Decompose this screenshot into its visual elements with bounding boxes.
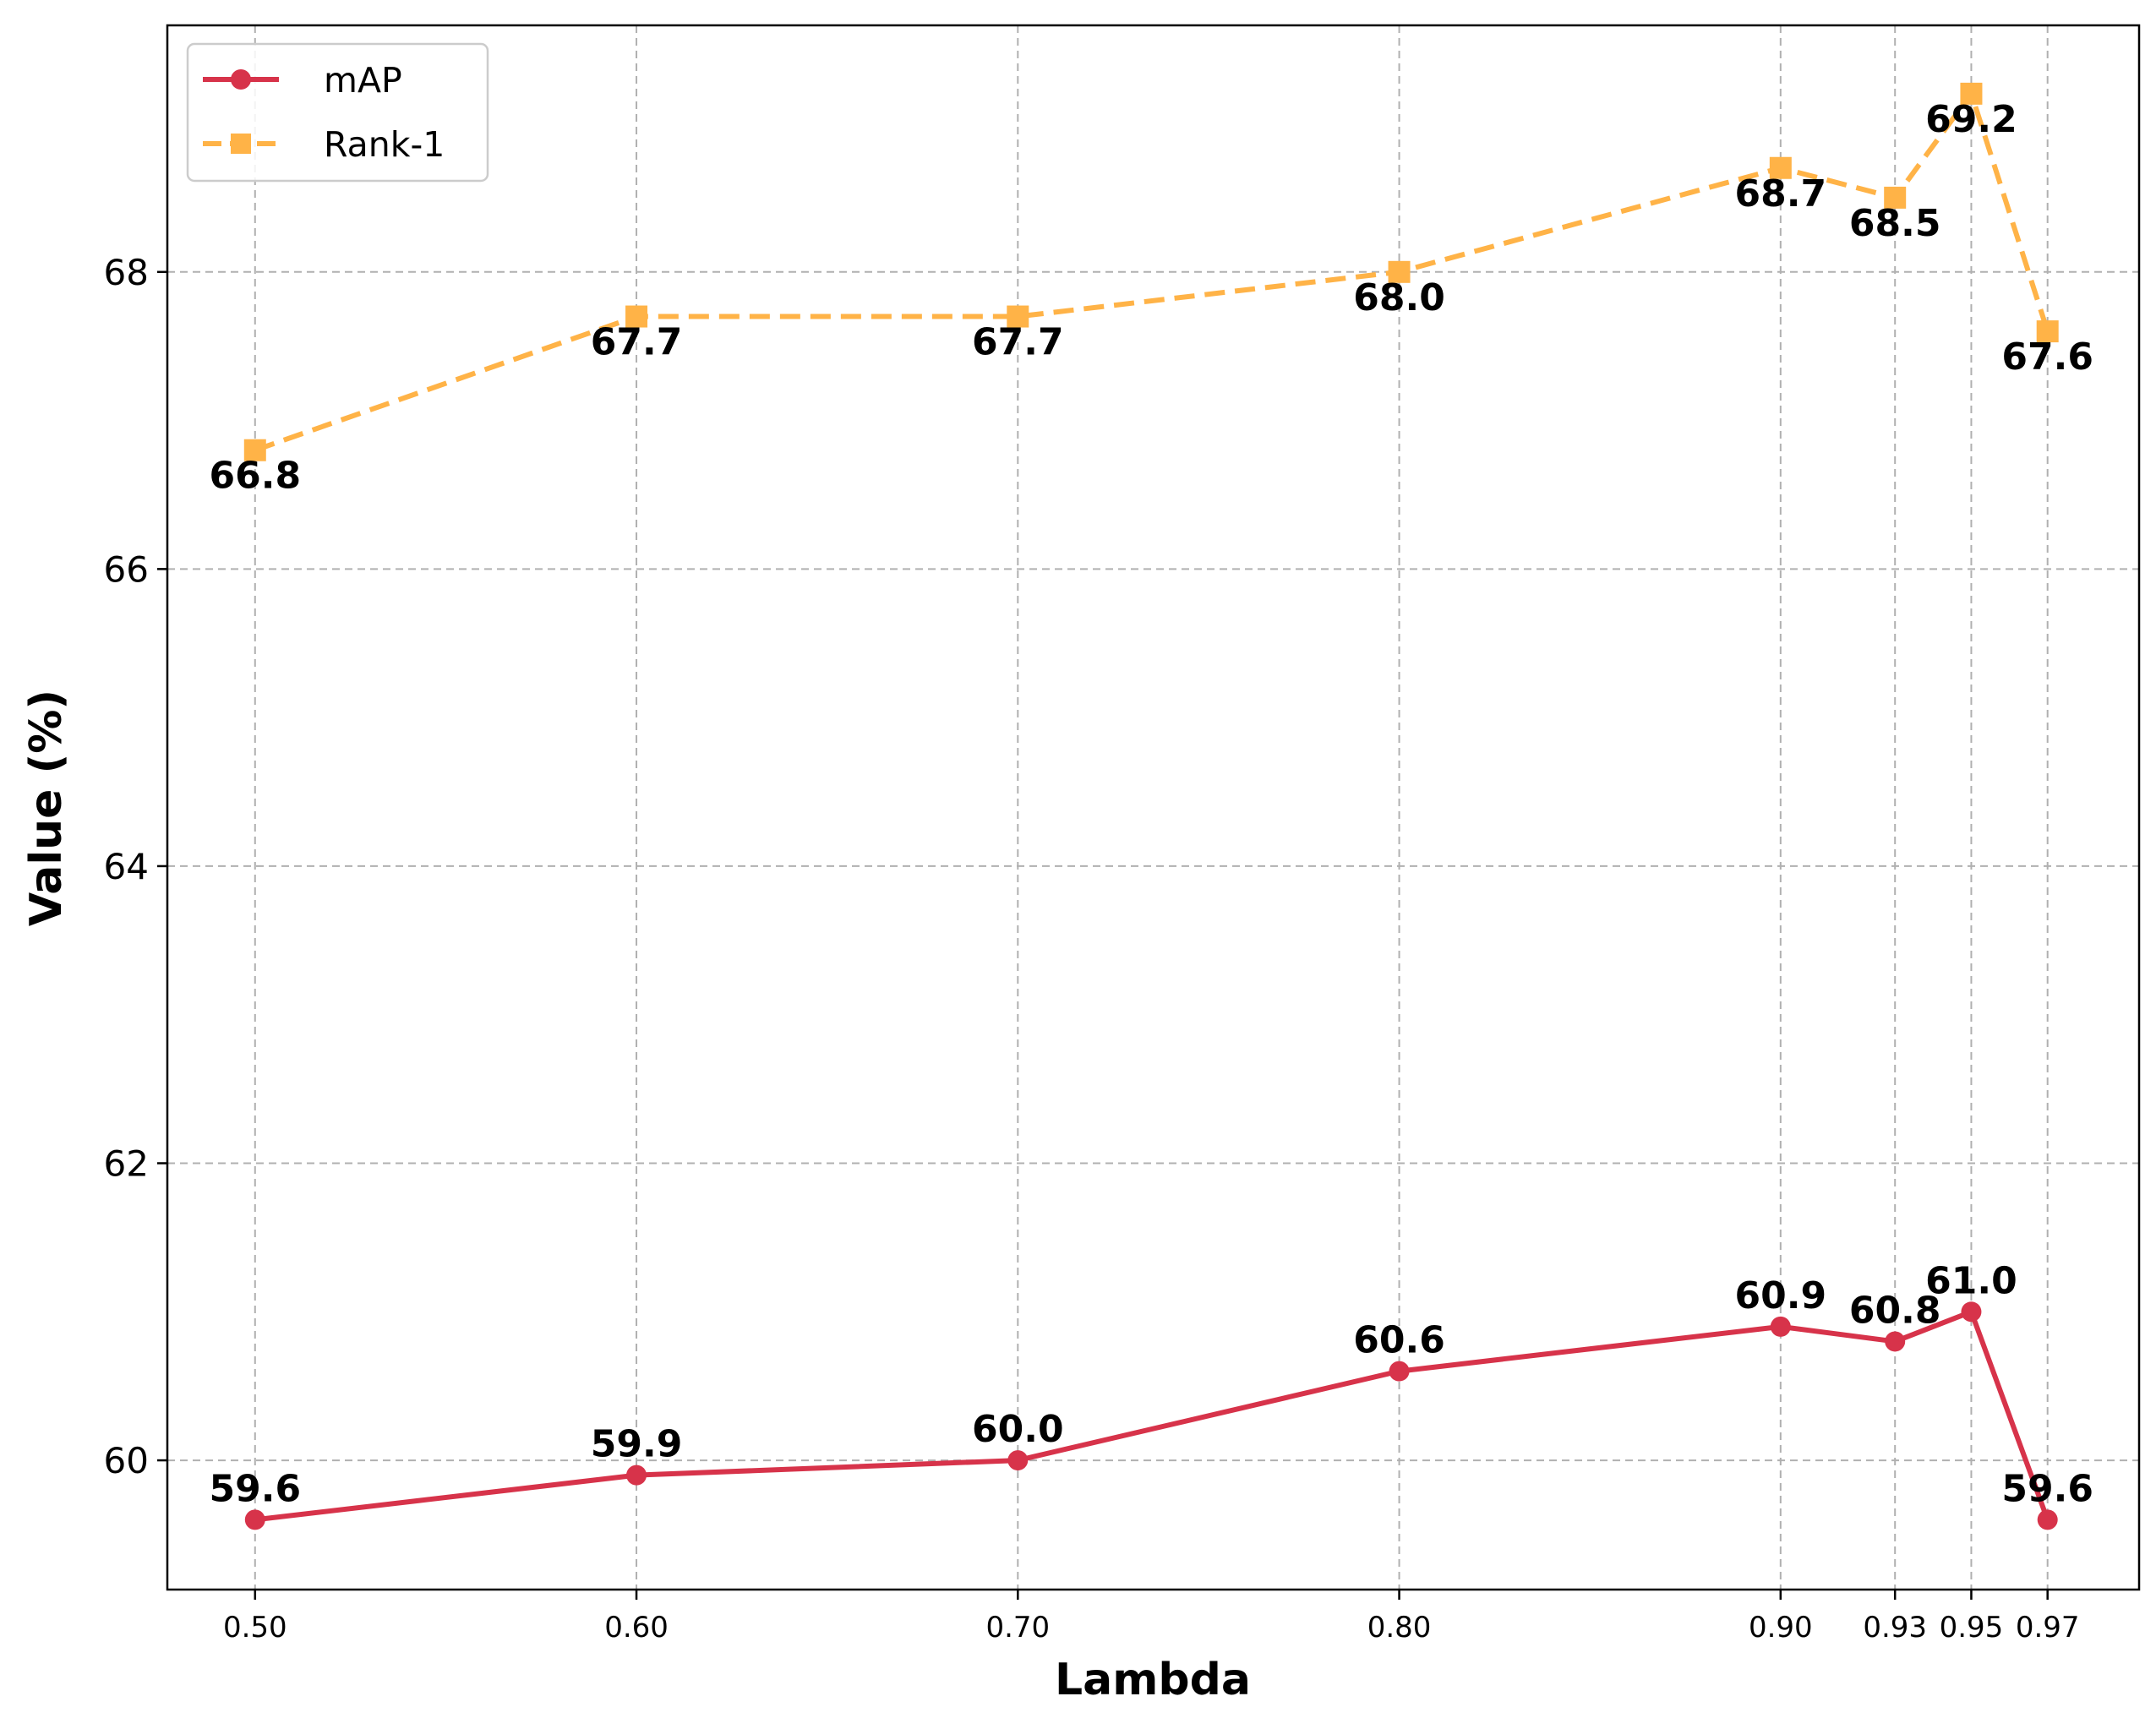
map-point xyxy=(1389,1361,1410,1382)
map-data-label: 60.6 xyxy=(1353,1319,1445,1362)
map-point xyxy=(1007,1450,1029,1471)
map-data-label: 59.6 xyxy=(2001,1467,2093,1510)
rank1-point xyxy=(1960,82,1983,105)
map-data-label: 59.9 xyxy=(591,1423,683,1466)
rank1-data-label: 68.5 xyxy=(1849,202,1941,245)
rank1-point xyxy=(2036,320,2059,343)
rank1-data-label: 67.7 xyxy=(591,321,683,364)
x-tick-label: 0.93 xyxy=(1863,1611,1927,1644)
y-tick-label: 60 xyxy=(104,1440,149,1481)
x-tick-label: 0.95 xyxy=(1940,1611,2004,1644)
legend: mAP Rank-1 xyxy=(186,42,489,183)
plot-frame xyxy=(166,24,2141,1591)
x-tick-label: 0.97 xyxy=(2016,1611,2080,1644)
x-tick-label: 0.80 xyxy=(1367,1611,1432,1644)
rank1-point xyxy=(1388,260,1411,283)
legend-rank1-marker xyxy=(231,134,251,154)
y-tick-label: 68 xyxy=(104,252,149,293)
grid xyxy=(167,25,2139,1590)
x-tick-label: 0.90 xyxy=(1749,1611,1813,1644)
rank1-line xyxy=(254,90,2050,453)
rank1-point xyxy=(243,439,266,461)
legend-rank1-label: Rank-1 xyxy=(324,124,445,165)
axis-ticks: 0.50 0.60 0.70 0.80 0.90 0.93 0.95 0.97 60 62 64 66… xyxy=(104,252,2080,1644)
map-point xyxy=(1770,1316,1791,1337)
rank1-point xyxy=(1007,305,1029,328)
legend-map-marker xyxy=(231,69,251,90)
map-data-label: 59.6 xyxy=(210,1467,302,1510)
map-data-label: 60.8 xyxy=(1849,1289,1941,1332)
map-line xyxy=(254,1309,2050,1523)
y-tick-label: 66 xyxy=(104,548,149,590)
x-axis-title: Lambda xyxy=(1055,1655,1251,1705)
rank1-data-label: 69.2 xyxy=(1925,98,2017,141)
y-axis-title: Value (%) xyxy=(21,690,72,926)
x-tick-label: 0.60 xyxy=(604,1611,669,1644)
map-data-label: 60.9 xyxy=(1735,1274,1827,1317)
x-tick-label: 0.70 xyxy=(985,1611,1050,1644)
map-data-label: 60.0 xyxy=(972,1408,1064,1451)
map-point xyxy=(244,1509,265,1530)
x-tick-label: 0.50 xyxy=(223,1611,287,1644)
y-tick-label: 64 xyxy=(104,846,149,887)
map-point xyxy=(2037,1509,2058,1530)
map-point xyxy=(1885,1331,1906,1352)
series-layer xyxy=(243,82,2059,1530)
rank1-data-label: 68.0 xyxy=(1353,276,1445,319)
rank1-data-label: 67.7 xyxy=(972,321,1064,364)
rank1-point xyxy=(625,305,648,328)
rank1-point xyxy=(1884,186,1907,209)
legend-map-label: mAP xyxy=(324,60,402,101)
map-point xyxy=(626,1464,647,1486)
data-labels: 59.6 59.9 60.0 60.6 60.9 60.861.0 59.6 66.8 67.7… xyxy=(210,98,2093,1511)
rank1-data-label: 68.7 xyxy=(1735,172,1827,215)
map-point xyxy=(1961,1301,1982,1323)
map-data-label: 61.0 xyxy=(1925,1259,2017,1302)
y-tick-label: 62 xyxy=(104,1143,149,1185)
rank1-data-label: 67.6 xyxy=(2001,335,2093,379)
rank1-data-label: 66.8 xyxy=(210,455,302,498)
rank1-point xyxy=(1769,156,1792,179)
